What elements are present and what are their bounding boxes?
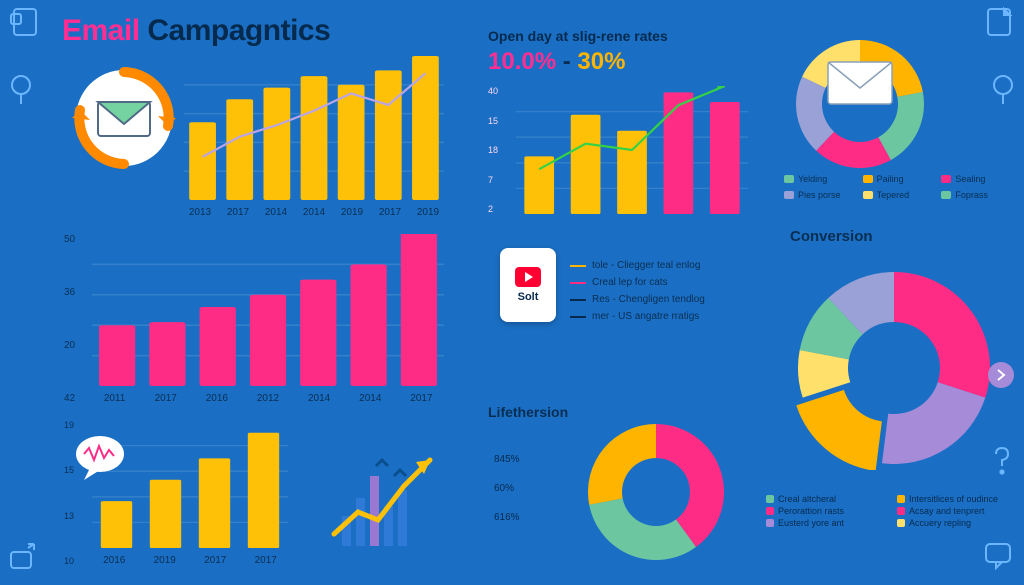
life-title: Lifethersion (488, 404, 568, 420)
solt-label: Solt (518, 291, 539, 303)
chat-wave-icon (74, 434, 130, 487)
chevron-right-icon (996, 369, 1006, 381)
page-title: Email Campagntics (62, 14, 330, 48)
title-word-1: Email (62, 14, 140, 47)
life-donut (576, 416, 736, 571)
life-side-labels: 845%60%616% (494, 436, 520, 541)
open-rate-title: Open day at slig-rene rates (488, 28, 748, 44)
conversion-title: Conversion (790, 228, 873, 245)
bulb-outline-icon (992, 74, 1014, 111)
doc-outline-icon (982, 6, 1014, 45)
play-icon (515, 267, 541, 287)
title-word-2: Campagntics (147, 14, 330, 47)
doc-outline-icon (10, 6, 42, 45)
open-rate-headline: 10.0% - 30% (488, 48, 748, 76)
solt-card[interactable]: Solt (500, 248, 556, 322)
campaign-growth-chart: 2013201720142014201920172019 (64, 56, 444, 218)
segments-donut (770, 34, 930, 179)
conversion-legend: Creal altcheralIntersitlices of oudinceP… (766, 494, 1016, 528)
chat-outline-icon (984, 542, 1014, 575)
conversion-pie (790, 260, 1010, 475)
solt-bullets: tole - Cliegger teal enlogCreal lep for … (570, 254, 705, 328)
segments-legend: YeldingPailingSealingPies porseTeperedFo… (784, 172, 1012, 202)
open-rate-chart: Open day at slig-rene rates 10.0% - 30% … (488, 28, 748, 216)
share-outline-icon (8, 542, 38, 577)
conversion-next-button[interactable] (988, 362, 1014, 388)
bulb-outline-icon (10, 74, 32, 111)
growth-arrow-icon (324, 446, 444, 556)
pink-bar-chart: 50362042 2011201720162012201420142017 (64, 234, 444, 404)
